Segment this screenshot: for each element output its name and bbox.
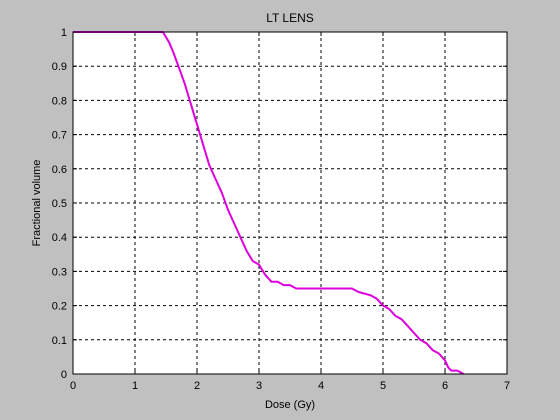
x-tick-label: 3	[256, 380, 262, 392]
x-tick-label: 5	[380, 380, 386, 392]
x-tick-label: 7	[504, 380, 510, 392]
y-tick-label: 1	[61, 27, 67, 39]
y-tick-labels: 0 0.1 0.2 0.3 0.4 0.5 0.6 0.7 0.8 0.9 1	[52, 27, 67, 381]
series-layer	[73, 31, 465, 375]
y-tick-label: 0.8	[52, 95, 67, 107]
y-tick-label: 0.7	[52, 130, 67, 142]
x-tick-label: 4	[318, 380, 324, 392]
y-tick-label: 0.2	[52, 301, 67, 313]
x-tick-label: 0	[70, 380, 76, 392]
y-axis-label: Fractional volume	[31, 160, 43, 247]
x-tick-label: 1	[132, 380, 138, 392]
x-tick-labels: 0 1 2 3 4 5 6 7	[70, 380, 510, 392]
x-tick-label: 2	[194, 380, 200, 392]
y-tick-label: 0.3	[52, 266, 67, 278]
y-tick-label: 0.1	[52, 335, 67, 347]
y-tick-label: 0.4	[52, 232, 67, 244]
x-axis-label: Dose (Gy)	[265, 399, 315, 411]
x-tick-label: 6	[442, 380, 448, 392]
y-tick-label: 0.5	[52, 198, 67, 210]
chart-title: LT LENS	[266, 11, 314, 25]
tick-marks	[72, 31, 508, 375]
grid-lines	[73, 32, 507, 374]
y-tick-label: 0	[61, 369, 67, 381]
y-tick-label: 0.9	[52, 61, 67, 73]
plot-border	[72, 31, 508, 375]
y-tick-label: 0.6	[52, 164, 67, 176]
series-line	[73, 31, 465, 375]
